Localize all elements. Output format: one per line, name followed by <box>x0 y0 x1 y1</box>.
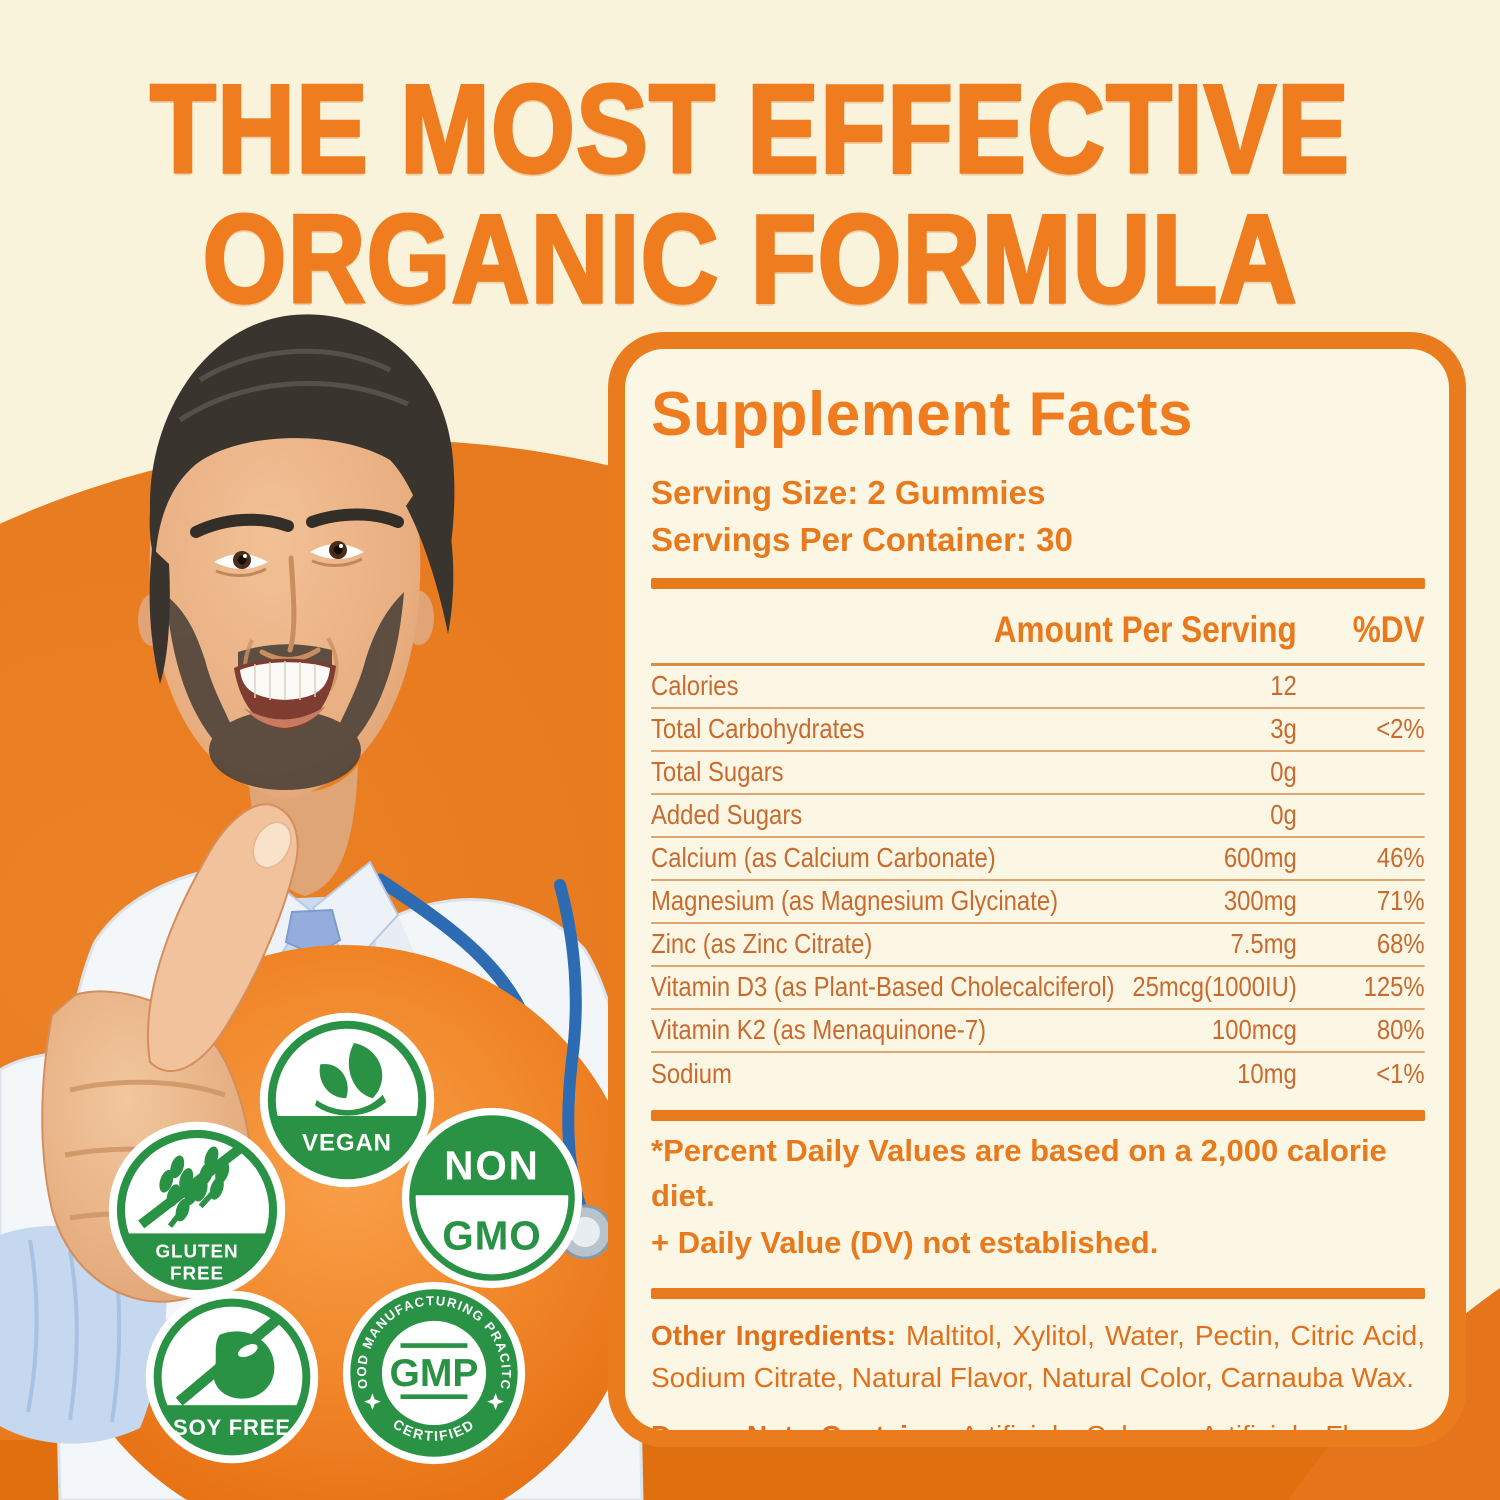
divider-thick <box>651 1109 1425 1121</box>
doctor-thumbs-up-hand <box>0 803 613 1444</box>
table-row: Calcium (as Calcium Carbonate) 600mg 46% <box>651 838 1425 881</box>
title-line-1: THE MOST EFFECTIVE <box>148 58 1351 199</box>
table-row: Magnesium (as Magnesium Glycinate) 300mg 7… <box>651 881 1425 924</box>
row-amount: 3g <box>1270 713 1297 745</box>
footnote-percent-dv: *Percent Daily Values are based on a 2,0… <box>651 1132 1387 1213</box>
row-amount: 0g <box>1270 756 1297 788</box>
row-amount: 10mg <box>1237 1058 1297 1090</box>
column-amount-per-serving: Amount Per Serving <box>993 608 1297 650</box>
row-nutrient-name: Sodium <box>651 1058 732 1090</box>
eyebrow-right <box>306 508 404 528</box>
supplement-facts-panel: Supplement Facts Serving Size: 2 Gummies… <box>608 332 1466 1447</box>
facts-table-rows: Calories 12 Total Carbohydrates 3g <2% Total … <box>651 666 1425 1096</box>
leaf-icon <box>314 1043 387 1116</box>
supplement-facts-heading: Supplement Facts <box>651 380 1193 449</box>
thumb <box>146 803 299 1072</box>
table-row: Zinc (as Zinc Citrate) 7.5mg 68% <box>651 924 1425 967</box>
row-dv: 68% <box>1376 928 1425 960</box>
non-gmo-badge: NON GMO <box>400 1106 584 1290</box>
soy-free-label: SOY FREE <box>173 1415 291 1440</box>
table-row: Total Sugars 0g <box>651 752 1425 795</box>
hair-sideburn-right <box>406 470 454 634</box>
gmo-label: GMO <box>442 1213 541 1259</box>
thumbnail <box>252 821 292 869</box>
gluten-free-label-1: GLUTEN <box>155 1242 238 1263</box>
row-nutrient-name: Total Carbohydrates <box>651 713 865 745</box>
soy-bean-icon <box>175 1314 282 1406</box>
facts-table-header: Amount Per Serving %DV <box>651 593 1425 666</box>
table-row: Vitamin D3 (as Plant-Based Cholecalcifer… <box>651 967 1425 1010</box>
row-amount: 300mg <box>1223 885 1297 917</box>
table-row: Vitamin K2 (as Menaquinone-7) 100mcg 80% <box>651 1010 1425 1053</box>
row-amount: 100mcg <box>1211 1014 1297 1046</box>
lower-lip <box>244 706 326 728</box>
gluten-free-label-2: FREE <box>170 1263 224 1284</box>
page-title: THE MOST EFFECTIVE ORGANIC FORMULA <box>0 58 1500 329</box>
row-amount: 7.5mg <box>1230 928 1297 960</box>
row-dv: <1% <box>1376 1058 1425 1090</box>
row-amount: 0g <box>1270 799 1297 831</box>
row-nutrient-name: Vitamin D3 (as Plant-Based Cholecalcifer… <box>651 971 1115 1003</box>
beard <box>166 592 404 790</box>
table-row: Total Carbohydrates 3g <2% <box>651 709 1425 752</box>
row-nutrient-name: Zinc (as Zinc Citrate) <box>651 928 873 960</box>
row-dv: 46% <box>1376 842 1425 874</box>
row-nutrient-name: Magnesium (as Magnesium Glycinate) <box>651 885 1059 917</box>
row-amount: 600mg <box>1223 842 1297 874</box>
hair <box>149 314 455 586</box>
non-label: NON <box>444 1143 539 1189</box>
row-dv: <2% <box>1376 713 1425 745</box>
teeth-gaps <box>254 661 316 700</box>
servings-per-container: Servings Per Container: 30 <box>651 520 1073 558</box>
divider-thick <box>651 1287 1425 1299</box>
row-nutrient-name: Calories <box>651 670 739 702</box>
other-ingredients-label: Other Ingredients: <box>651 1319 896 1351</box>
eyebrow-left <box>190 513 294 538</box>
star-icons <box>364 1393 504 1411</box>
face <box>149 379 421 800</box>
wheat-icon <box>138 1143 246 1229</box>
vegan-label: VEGAN <box>302 1130 392 1157</box>
title-line-2: ORGANIC FORMULA <box>201 188 1298 329</box>
soy-free-badge: SOY FREE <box>144 1289 320 1465</box>
table-row: Calories 12 <box>651 666 1425 709</box>
gmp-label: GMP <box>390 1352 479 1395</box>
vegan-badge: VEGAN <box>258 1011 436 1189</box>
other-ingredients: Other Ingredients: Maltitol, Xylitol, Wa… <box>651 1319 1425 1393</box>
column-dv: %DV <box>1352 608 1425 650</box>
row-nutrient-name: Total Sugars <box>651 756 784 788</box>
eye-left <box>214 551 268 577</box>
row-dv: 125% <box>1363 971 1425 1003</box>
row-dv: 80% <box>1376 1014 1425 1046</box>
row-amount: 12 <box>1270 670 1297 702</box>
row-nutrient-name: Added Sugars <box>651 799 803 831</box>
gluten-free-badge: GLUTEN FREE <box>107 1120 287 1300</box>
table-row: Sodium 10mg <1% <box>651 1053 1425 1096</box>
row-dv: 71% <box>1376 885 1425 917</box>
footnote-dv-not-established: + Daily Value (DV) not established. <box>651 1224 1159 1260</box>
eye-right <box>310 541 364 567</box>
gmp-badge: GMP GOOD MANUFACTURING PRACITCE CERTIFIE… <box>341 1280 527 1466</box>
row-amount: 25mcg(1000IU) <box>1132 971 1297 1003</box>
does-not-contain-label: Does Not Contain: <box>651 1419 935 1447</box>
divider-thick <box>651 577 1425 589</box>
hair-sideburn-left <box>149 548 170 684</box>
table-row: Added Sugars 0g <box>651 795 1425 838</box>
does-not-contain: Does Not Contain: Artificial Colors, Art… <box>651 1415 1425 1447</box>
row-nutrient-name: Calcium (as Calcium Carbonate) <box>651 842 996 874</box>
row-nutrient-name: Vitamin K2 (as Menaquinone-7) <box>651 1014 987 1046</box>
serving-size: Serving Size: 2 Gummies <box>651 474 1046 511</box>
hair-highlights <box>178 348 409 423</box>
